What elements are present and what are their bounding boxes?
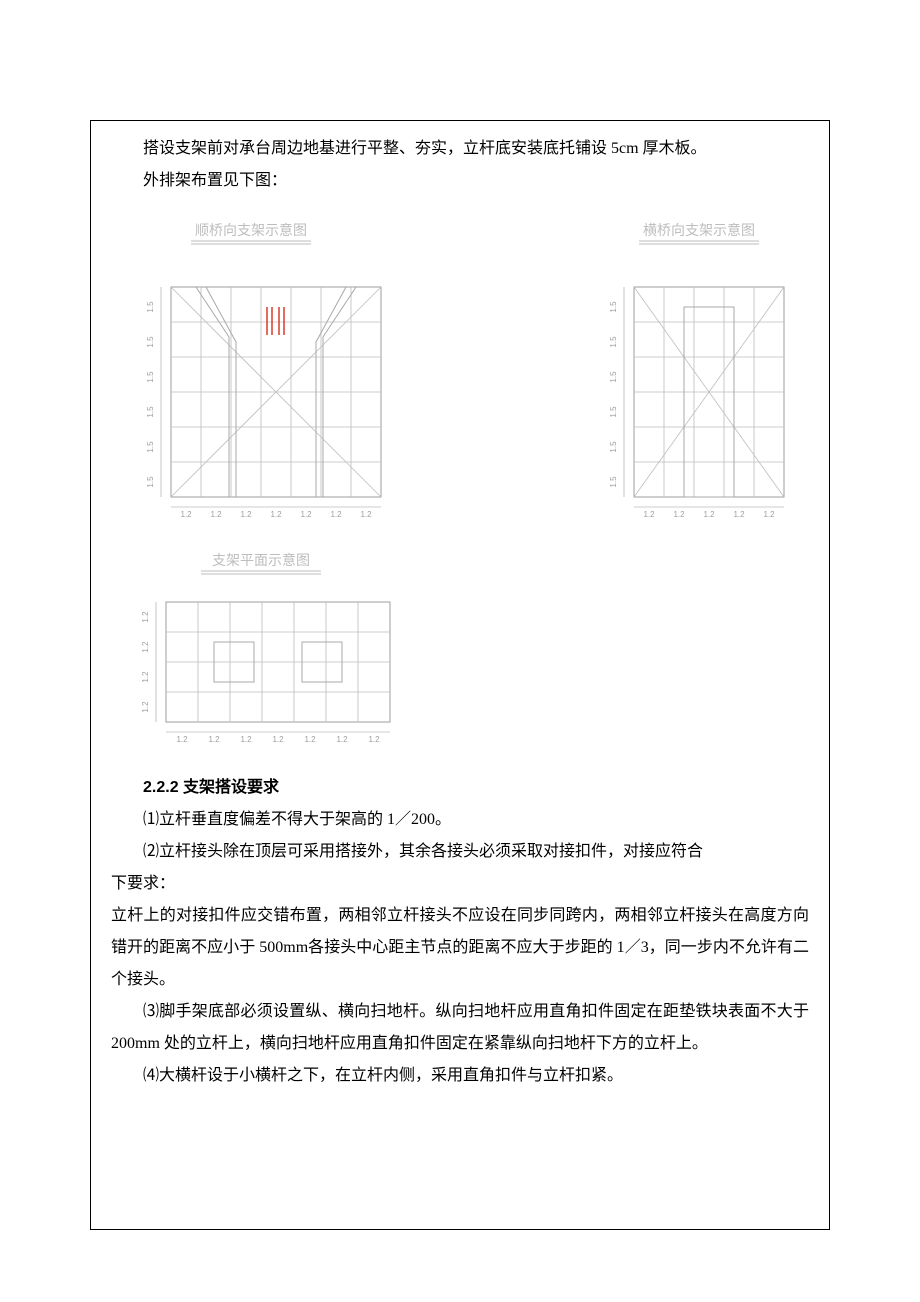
svg-text:1.2: 1.2 bbox=[336, 735, 348, 744]
svg-text:1.5: 1.5 bbox=[146, 476, 155, 488]
svg-text:1.2: 1.2 bbox=[240, 510, 252, 519]
svg-text:1.5: 1.5 bbox=[146, 301, 155, 313]
svg-text:1.2: 1.2 bbox=[141, 641, 150, 653]
svg-text:1.2: 1.2 bbox=[360, 510, 372, 519]
svg-text:1.2: 1.2 bbox=[763, 510, 775, 519]
diagram-plan-title: 支架平面示意图 bbox=[212, 552, 310, 569]
diagram-row-top: 顺桥向支架示意图 bbox=[111, 217, 809, 537]
svg-text:1.2: 1.2 bbox=[330, 510, 342, 519]
svg-text:1.5: 1.5 bbox=[146, 441, 155, 453]
svg-text:1.2: 1.2 bbox=[673, 510, 685, 519]
svg-text:1.5: 1.5 bbox=[609, 336, 618, 348]
svg-text:1.2: 1.2 bbox=[141, 671, 150, 683]
svg-text:1.2: 1.2 bbox=[304, 735, 316, 744]
svg-text:1.2: 1.2 bbox=[270, 510, 282, 519]
svg-text:1.2: 1.2 bbox=[368, 735, 380, 744]
svg-text:1.5: 1.5 bbox=[146, 371, 155, 383]
svg-text:1.2: 1.2 bbox=[733, 510, 745, 519]
svg-text:1.5: 1.5 bbox=[609, 406, 618, 418]
svg-text:1.2: 1.2 bbox=[141, 611, 150, 623]
svg-text:1.2: 1.2 bbox=[141, 701, 150, 713]
diagram-transverse-title: 横桥向支架示意图 bbox=[643, 222, 755, 239]
diagram-plan-grid: 1.2 1.2 1.2 1.2 1.2 1.2 1.2 1.2 1.2 1.2 … bbox=[141, 602, 390, 744]
page: 搭设支架前对承台周边地基进行平整、夯实，立杆底安装底托铺设 5cm 厚木板。 外… bbox=[0, 0, 920, 1290]
svg-text:1.2: 1.2 bbox=[176, 735, 188, 744]
section-heading: 2.2.2 支架搭设要求 bbox=[111, 772, 809, 804]
y-dims: 1.5 1.5 1.5 1.5 1.5 1.5 bbox=[146, 287, 161, 497]
diagram-transverse: 横桥向支架示意图 bbox=[589, 217, 809, 537]
diagram-longitudinal-title: 顺桥向支架示意图 bbox=[195, 222, 307, 239]
item-4: ⑷大横杆设于小横杆之下，在立杆内侧，采用直角扣件与立杆扣紧。 bbox=[111, 1060, 809, 1092]
svg-text:1.2: 1.2 bbox=[180, 510, 192, 519]
item-3: ⑶脚手架底部必须设置纵、横向扫地杆。纵向扫地杆应用直角扣件固定在距垫铁块表面不大… bbox=[111, 996, 809, 1060]
item-2b: 下要求： bbox=[111, 868, 809, 900]
svg-text:1.2: 1.2 bbox=[703, 510, 715, 519]
item-1: ⑴立杆垂直度偏差不得大于架高的 1／200。 bbox=[111, 804, 809, 836]
content-box: 搭设支架前对承台周边地基进行平整、夯实，立杆底安装底托铺设 5cm 厚木板。 外… bbox=[90, 120, 830, 1230]
diagram-longitudinal-grid: 1.2 1.2 1.2 1.2 1.2 1.2 1.2 1.5 1.5 1.5 bbox=[146, 287, 381, 519]
svg-text:1.2: 1.2 bbox=[240, 735, 252, 744]
svg-text:1.2: 1.2 bbox=[208, 735, 220, 744]
item-2: ⑵立杆接头除在顶层可采用搭接外，其余各接头必须采取对接扣件，对接应符合 bbox=[111, 836, 809, 868]
diagram-row-bottom: 支架平面示意图 bbox=[111, 547, 809, 762]
svg-text:1.2: 1.2 bbox=[643, 510, 655, 519]
svg-text:1.5: 1.5 bbox=[609, 371, 618, 383]
x-dims: 1.2 1.2 1.2 1.2 1.2 1.2 1.2 bbox=[171, 507, 381, 519]
svg-text:1.2: 1.2 bbox=[210, 510, 222, 519]
svg-text:1.5: 1.5 bbox=[609, 301, 618, 313]
intro-line-1: 搭设支架前对承台周边地基进行平整、夯实，立杆底安装底托铺设 5cm 厚木板。 bbox=[111, 133, 809, 165]
svg-text:1.2: 1.2 bbox=[272, 735, 284, 744]
svg-text:1.5: 1.5 bbox=[146, 336, 155, 348]
item-2c: 立杆上的对接扣件应交错布置，两相邻立杆接头不应设在同步同跨内，两相邻立杆接头在高… bbox=[111, 900, 809, 996]
svg-text:1.5: 1.5 bbox=[146, 406, 155, 418]
svg-text:1.5: 1.5 bbox=[609, 441, 618, 453]
diagram-longitudinal: 顺桥向支架示意图 bbox=[111, 217, 391, 537]
diagram-transverse-grid: 1.2 1.2 1.2 1.2 1.2 1.5 1.5 1.5 1.5 1.5 … bbox=[609, 287, 784, 519]
svg-text:1.5: 1.5 bbox=[609, 476, 618, 488]
svg-text:1.2: 1.2 bbox=[300, 510, 312, 519]
intro-line-2: 外排架布置见下图： bbox=[111, 165, 809, 197]
diagram-plan: 支架平面示意图 bbox=[111, 547, 411, 757]
